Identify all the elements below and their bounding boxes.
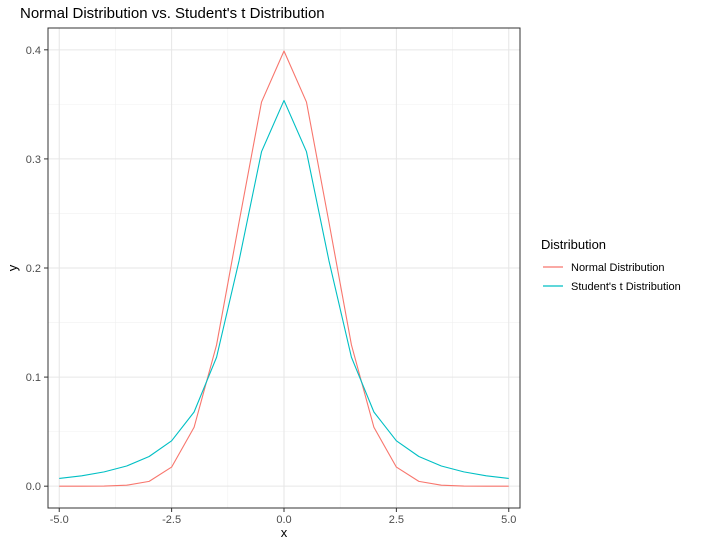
series-lines [59, 50, 509, 487]
y-tick-label: 0.0 [26, 481, 41, 493]
legend-title: Distribution [541, 237, 606, 252]
x-tick-label: -5.0 [50, 514, 69, 526]
y-tick-label: 0.1 [26, 372, 41, 384]
plot-panel [47, 27, 521, 509]
series-line-1 [59, 50, 509, 487]
series-line-2 [59, 99, 509, 479]
y-tick-label: 0.3 [26, 154, 41, 166]
x-axis-title: x [281, 525, 288, 540]
x-tick-label: 2.5 [389, 514, 404, 526]
legend-label: Student's t Distribution [571, 281, 681, 293]
legend: Distribution Normal Distribution Student'… [541, 237, 681, 293]
y-axis: 0.0 0.1 0.2 0.3 0.4 [26, 45, 48, 493]
chart-title: Normal Distribution vs. Student's t Dist… [20, 5, 325, 22]
y-tick-label: 0.4 [26, 45, 41, 57]
legend-items: Normal Distribution Student's t Distribut… [543, 262, 681, 293]
x-tick-label: 5.0 [501, 514, 516, 526]
y-axis-title: y [5, 264, 20, 271]
x-tick-label: -2.5 [162, 514, 181, 526]
grid-major [48, 28, 520, 508]
x-tick-label: 0.0 [276, 514, 291, 526]
legend-label: Normal Distribution [571, 262, 665, 274]
x-axis: -5.0 -2.5 0.0 2.5 5.0 [50, 508, 516, 526]
y-tick-label: 0.2 [26, 263, 41, 275]
